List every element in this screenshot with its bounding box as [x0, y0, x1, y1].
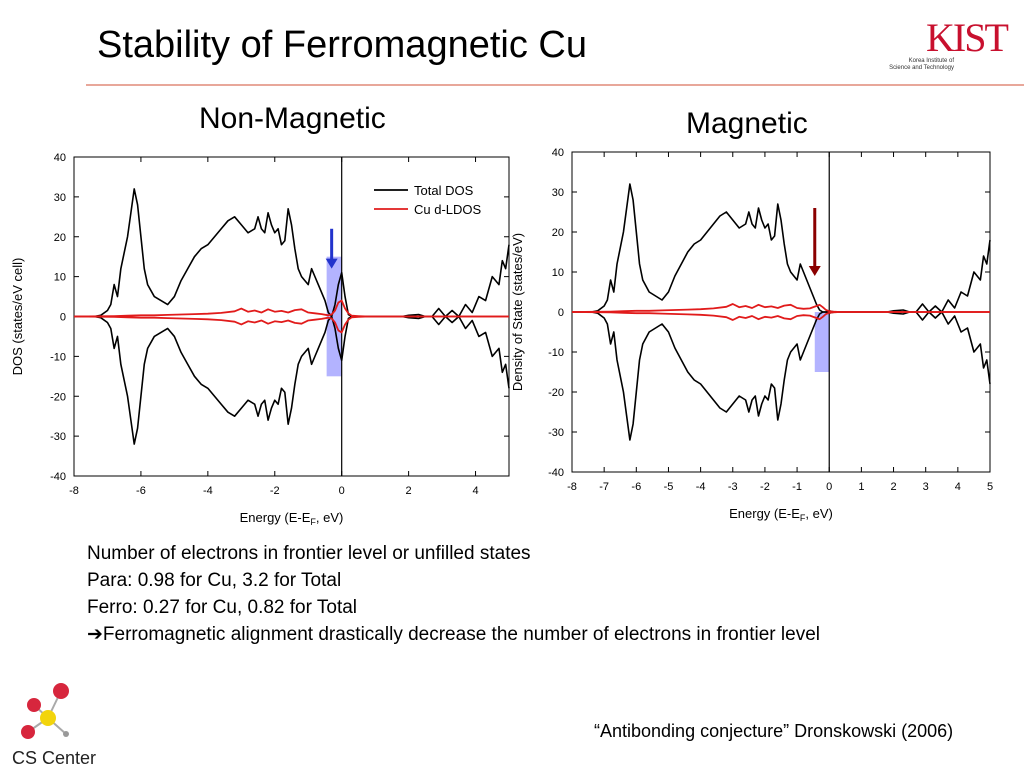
nonmagnetic-panel-title: Non-Magnetic	[199, 102, 386, 135]
y-tick-label: -20	[50, 391, 66, 403]
logo-sub-line1: Korea Institute of	[908, 58, 954, 64]
cu-dlodos-down-line	[73, 315, 509, 334]
annotation-arrow-head	[808, 266, 821, 276]
y-tick-label: 0	[60, 312, 66, 324]
x-tick-label: -6	[136, 485, 146, 497]
y-tick-label: -20	[548, 387, 564, 399]
x-tick-label: 2	[406, 485, 412, 497]
x-axis-label: Energy (E-EF, eV)	[729, 506, 833, 523]
y-tick-label: 10	[552, 267, 564, 279]
y-axis-label: DOS (states/eV cell)	[10, 258, 25, 376]
y-tick-label: -10	[548, 347, 564, 359]
total-dos-down-line	[572, 311, 991, 441]
citation: “Antibonding conjecture” Dronskowski (20…	[594, 721, 954, 741]
y-tick-label: -40	[548, 467, 564, 479]
y-tick-label: 40	[54, 152, 66, 164]
x-tick-label: -6	[631, 481, 641, 493]
x-tick-label: 0	[826, 481, 832, 493]
x-tick-label: -3	[728, 481, 738, 493]
x-tick-label: -8	[69, 485, 79, 497]
x-tick-label: 4	[472, 485, 478, 497]
y-tick-label: 30	[552, 187, 564, 199]
y-tick-label: 30	[54, 192, 66, 204]
y-tick-label: 40	[552, 147, 564, 159]
x-tick-label: -5	[664, 481, 674, 493]
arrow-right-icon: ➔	[87, 624, 103, 645]
x-tick-label: -7	[599, 481, 609, 493]
total-dos-up-line	[572, 183, 991, 313]
notes-block: Number of electrons in frontier level or…	[87, 540, 820, 648]
x-tick-label: -1	[792, 481, 802, 493]
magnetic-panel-title: Magnetic	[686, 107, 808, 140]
x-tick-label: 2	[890, 481, 896, 493]
x-axis-label: Energy (E-EF, eV)	[240, 510, 344, 527]
x-tick-label: -4	[696, 481, 706, 493]
legend-label: Total DOS	[414, 183, 474, 198]
page-title: Stability of Ferromagnetic Cu	[97, 24, 587, 66]
y-tick-label: -40	[50, 471, 66, 483]
x-tick-label: -4	[203, 485, 213, 497]
x-tick-label: -2	[760, 481, 770, 493]
y-tick-label: 20	[552, 227, 564, 239]
y-tick-label: -30	[50, 431, 66, 443]
frontier-level-band	[814, 312, 830, 372]
note-line-1: Number of electrons in frontier level or…	[87, 543, 531, 564]
logo-sub-line2: Science and Technology	[889, 65, 954, 71]
legend-label: Cu d-LDOS	[414, 202, 482, 217]
y-tick-label: 10	[54, 272, 66, 284]
logo-subtitle: Korea Institute of Science and Technolog…	[884, 58, 954, 72]
conclusion-line: ➔Ferromagnetic alignment drastically dec…	[87, 621, 820, 648]
y-tick-label: -10	[50, 351, 66, 363]
note-line-3: Ferro: 0.27 for Cu, 0.82 for Total	[87, 597, 358, 618]
x-tick-label: -8	[567, 481, 577, 493]
cu-dlodos-up-line	[73, 299, 509, 318]
molecule-icon	[21, 683, 69, 739]
y-tick-label: 20	[54, 232, 66, 244]
note-line-2: Para: 0.98 for Cu, 3.2 for Total	[87, 570, 342, 591]
cs-center-label: CS Center	[12, 748, 97, 768]
annotation-arrow-head	[325, 258, 338, 269]
x-tick-label: 0	[339, 485, 345, 497]
conclusion-text: Ferromagnetic alignment drastically decr…	[102, 624, 820, 645]
x-tick-label: 4	[955, 481, 961, 493]
y-axis-label: Density of State (states/eV)	[510, 233, 525, 391]
x-tick-label: 5	[987, 481, 993, 493]
kist-logo: KIST Korea Institute of Science and Tech…	[884, 14, 1009, 74]
y-tick-label: 0	[558, 307, 564, 319]
x-tick-label: 1	[858, 481, 864, 493]
logo-mark: KIST	[926, 15, 1009, 60]
cs-center-logo: CS Center	[12, 678, 112, 768]
y-tick-label: -30	[548, 427, 564, 439]
cu-dlodos-down-line	[571, 311, 990, 321]
title-rule	[86, 84, 1024, 86]
x-tick-label: 3	[923, 481, 929, 493]
x-tick-label: -2	[270, 485, 280, 497]
